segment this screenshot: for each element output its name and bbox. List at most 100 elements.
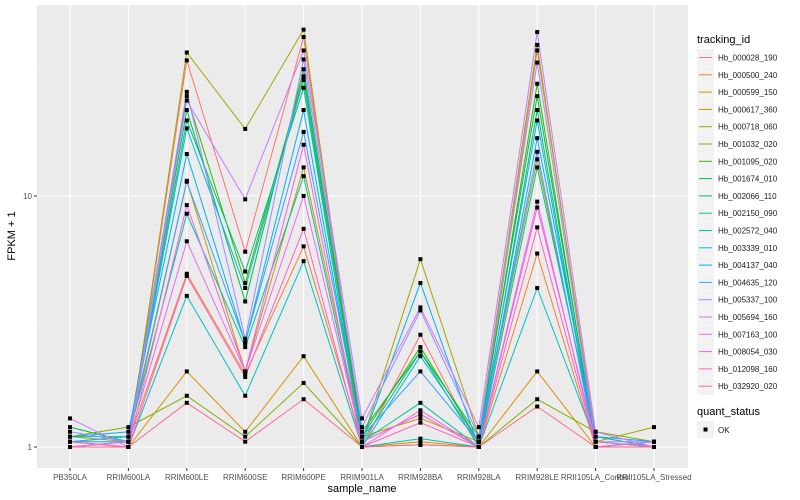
legend-label: Hb_001674_010 xyxy=(718,175,778,184)
data-point xyxy=(476,439,481,444)
legend-label: Hb_004137_040 xyxy=(718,261,778,270)
data-point xyxy=(126,445,131,449)
data-point xyxy=(184,274,189,279)
data-point xyxy=(68,439,72,444)
data-point xyxy=(243,269,248,274)
data-point xyxy=(126,429,131,434)
data-point xyxy=(360,416,364,421)
legend-label: Hb_000500_240 xyxy=(718,71,778,80)
data-point xyxy=(301,244,306,249)
data-point xyxy=(184,211,189,216)
data-point xyxy=(184,58,189,63)
data-point xyxy=(301,27,306,32)
legend-label: Hb_001095_020 xyxy=(718,157,778,166)
data-point xyxy=(68,445,72,449)
data-point xyxy=(535,118,540,123)
data-point xyxy=(418,436,423,441)
data-point xyxy=(301,194,306,198)
legend-label: Hb_008054_030 xyxy=(718,348,778,357)
data-point xyxy=(301,74,306,79)
data-point xyxy=(360,425,364,430)
shape-legend-title: quant_status xyxy=(697,406,760,418)
y-tick-label: 10 xyxy=(23,192,32,201)
data-point xyxy=(184,293,189,298)
data-point xyxy=(184,152,189,157)
y-axis-title: FPKM + 1 xyxy=(6,211,18,260)
x-tick-label: RRIM600SE xyxy=(223,473,267,482)
x-tick-label: RRII105LA_Control xyxy=(561,473,631,482)
data-point xyxy=(652,425,656,430)
y-tick-label: 1 xyxy=(28,443,33,452)
legend-label: Hb_005337_100 xyxy=(718,296,778,305)
square-point-icon xyxy=(703,427,708,432)
legend-label: Hb_001032_020 xyxy=(718,140,778,149)
data-point xyxy=(184,369,189,374)
data-point xyxy=(126,439,131,444)
legend-label: Hb_005694_160 xyxy=(718,313,778,322)
data-point xyxy=(418,305,423,310)
legend-label: Hb_002066_110 xyxy=(718,192,777,201)
x-tick-label: RRII105LA_Stressed xyxy=(616,473,691,482)
data-point xyxy=(535,157,540,162)
data-point xyxy=(535,251,540,256)
data-point xyxy=(184,400,189,405)
legend-label: Hb_012098_160 xyxy=(718,365,778,374)
data-point xyxy=(360,439,364,444)
legend: tracking_id Hb_000028_190 Hb_000500_240 Hb… xyxy=(697,34,778,438)
data-point xyxy=(243,299,248,304)
data-point xyxy=(476,425,481,430)
data-point xyxy=(243,249,248,254)
data-points xyxy=(68,27,656,449)
legend-label: Hb_000718_060 xyxy=(718,123,778,132)
data-point xyxy=(418,408,423,413)
data-point xyxy=(418,369,423,374)
data-point xyxy=(126,434,131,439)
data-point xyxy=(243,429,248,434)
data-point xyxy=(535,136,540,141)
data-point xyxy=(126,425,131,430)
x-axis-title: sample_name xyxy=(327,483,396,495)
data-point xyxy=(418,400,423,405)
legend-label: Hb_032920_020 xyxy=(718,382,778,391)
data-point xyxy=(243,126,248,131)
data-point xyxy=(418,412,423,417)
data-point xyxy=(418,345,423,350)
data-point xyxy=(360,445,364,449)
data-point xyxy=(301,57,306,62)
data-point xyxy=(184,239,189,244)
data-point xyxy=(301,142,306,147)
data-point xyxy=(535,205,540,210)
data-point xyxy=(593,445,598,449)
data-point xyxy=(184,108,189,113)
data-point xyxy=(535,199,540,204)
x-tick-label: RRIM600PE xyxy=(281,473,325,482)
data-point xyxy=(184,50,189,55)
data-point xyxy=(535,94,540,99)
data-point xyxy=(360,434,364,439)
data-point xyxy=(184,393,189,398)
shape-legend-label: OK xyxy=(718,426,730,435)
x-tick-label: RRIM928BA xyxy=(398,473,443,482)
data-point xyxy=(418,420,423,425)
data-point xyxy=(360,429,364,434)
data-point xyxy=(535,369,540,374)
data-point xyxy=(535,404,540,409)
data-point xyxy=(68,434,72,439)
data-point xyxy=(535,149,540,154)
data-point xyxy=(243,197,248,202)
data-point xyxy=(243,393,248,398)
data-point xyxy=(476,445,481,449)
data-point xyxy=(418,332,423,337)
data-point xyxy=(301,354,306,359)
data-point xyxy=(184,126,189,131)
axes: 1 10 PB350LA RRIM600LA RRIM600LE RRIM600SE RRI… xyxy=(23,192,691,482)
data-point xyxy=(243,285,248,290)
data-point xyxy=(535,81,540,86)
data-point xyxy=(301,226,306,231)
data-point xyxy=(184,118,189,123)
legend-title: tracking_id xyxy=(697,34,750,46)
data-point xyxy=(301,108,306,113)
legend-label: Hb_004635_120 xyxy=(718,278,778,287)
